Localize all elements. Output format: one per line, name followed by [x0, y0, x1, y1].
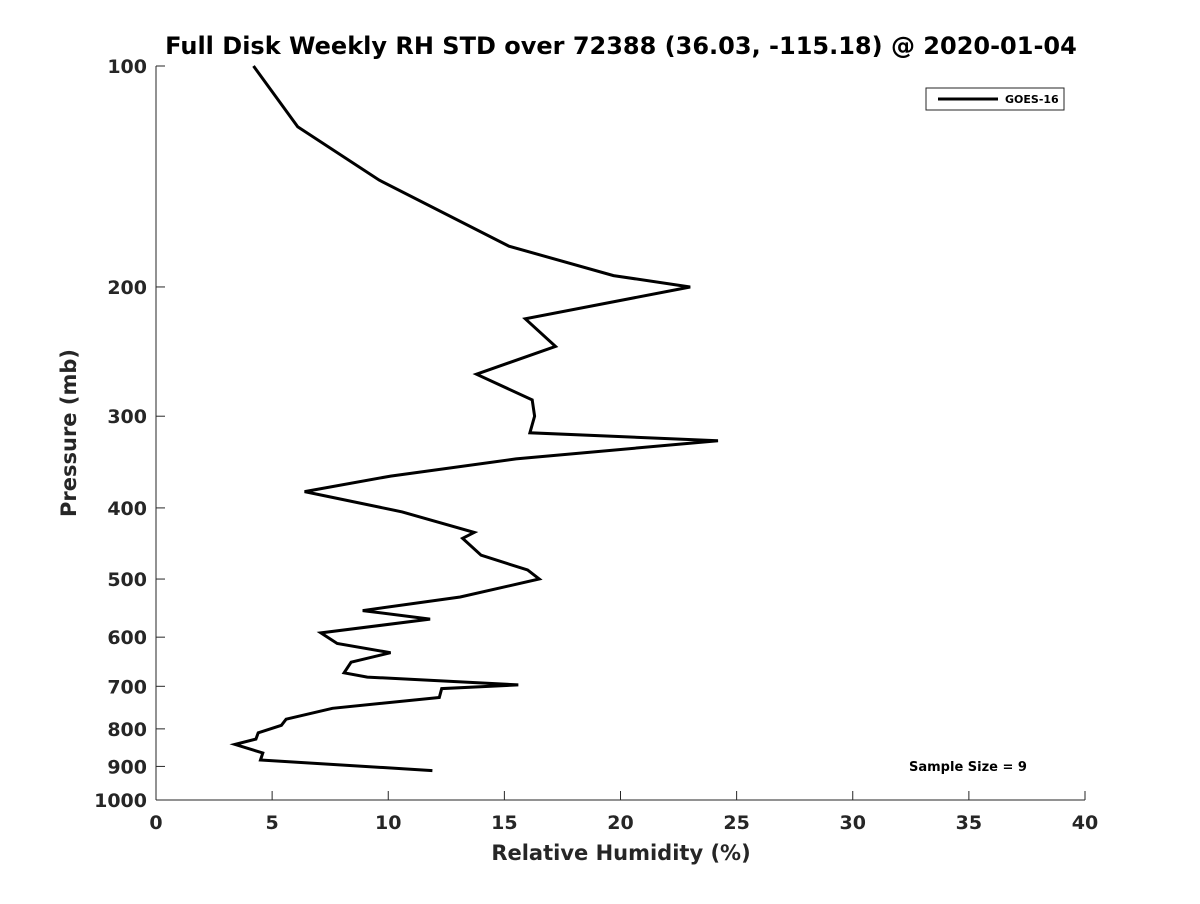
- x-tick-label: 10: [375, 812, 401, 834]
- x-tick-label: 20: [607, 812, 633, 834]
- series-line-goes-16: [229, 65, 719, 773]
- y-tick-label: 200: [107, 277, 147, 299]
- chart-title: Full Disk Weekly RH STD over 72388 (36.0…: [165, 32, 1077, 60]
- y-tick-label: 800: [107, 719, 147, 741]
- x-tick-label: 40: [1072, 812, 1098, 834]
- y-tick-label: 600: [107, 627, 147, 649]
- x-tick-label: 25: [723, 812, 749, 834]
- legend-label-goes-16: GOES-16: [1005, 93, 1059, 106]
- y-axis-label: Pressure (mb): [57, 349, 81, 517]
- y-tick-label: 400: [107, 498, 147, 520]
- x-tick-label: 15: [491, 812, 517, 834]
- x-tick-label: 0: [149, 812, 162, 834]
- y-tick-label: 700: [107, 676, 147, 698]
- y-tick-label: 1000: [94, 790, 147, 812]
- x-axis-ticks: 0 5 10 15 20 25 30 35 40: [149, 791, 1098, 834]
- legend: GOES-16: [925, 87, 1065, 111]
- axes: [155, 66, 1085, 801]
- x-tick-label: 5: [266, 812, 279, 834]
- y-axis-ticks: 100 200 300 400 500 600 700 800 900 1000: [94, 56, 165, 812]
- y-tick-label: 900: [107, 756, 147, 778]
- x-tick-label: 35: [956, 812, 982, 834]
- sample-size-annotation: Sample Size = 9: [909, 760, 1027, 775]
- y-tick-label: 300: [107, 406, 147, 428]
- series-lines: [229, 65, 719, 773]
- x-tick-label: 30: [840, 812, 866, 834]
- y-tick-label: 100: [107, 56, 147, 78]
- x-axis-label: Relative Humidity (%): [491, 841, 750, 865]
- y-tick-label: 500: [107, 569, 147, 591]
